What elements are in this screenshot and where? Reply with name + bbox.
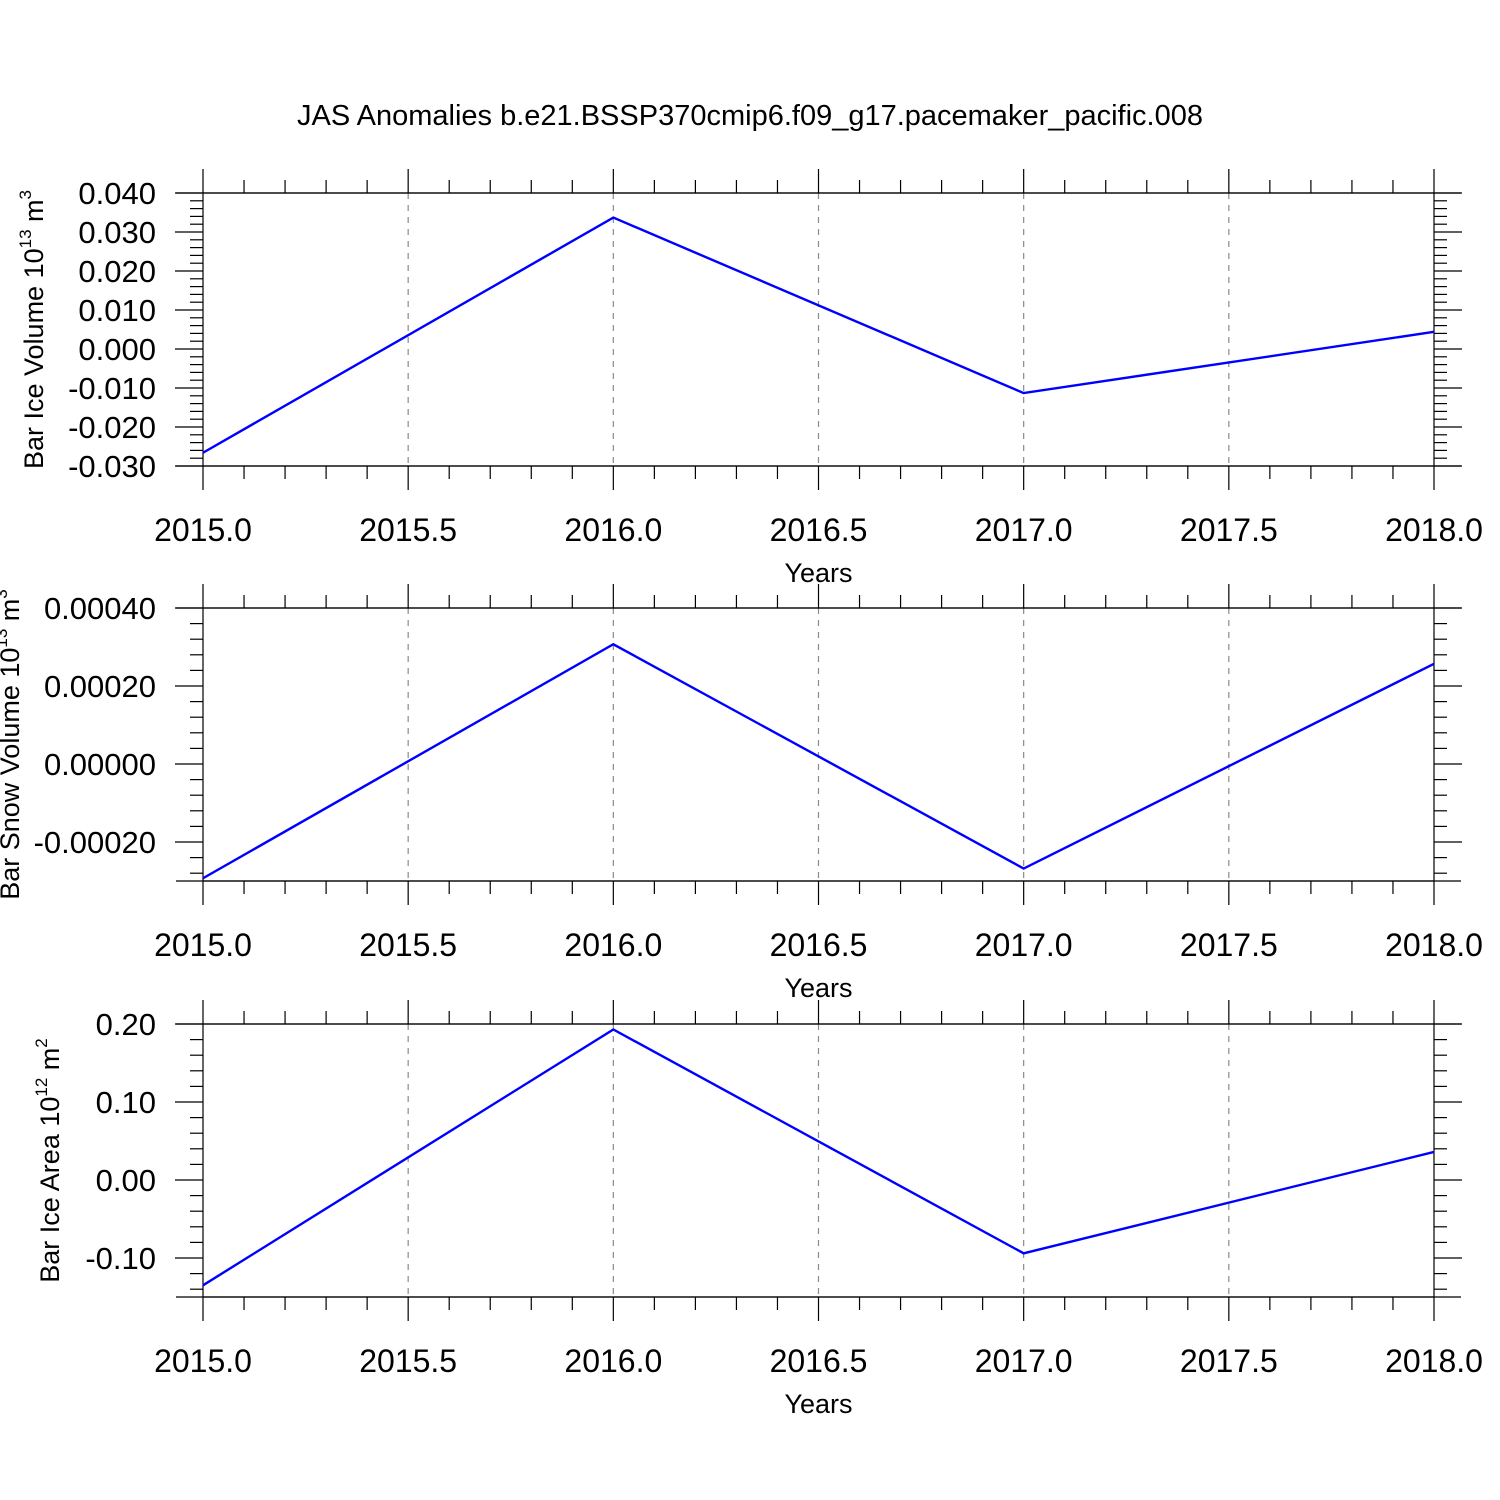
x-tick-label: 2015.0 [154,512,252,548]
y-tick-label: 0.00040 [44,591,156,626]
series-line [202,216,1435,454]
y-tick-label: 0.10 [96,1085,156,1120]
y-tick-label: -0.00020 [34,825,156,860]
x-tick-label: 2015.0 [154,927,252,963]
x-tick-label: 2016.0 [564,512,662,548]
y-axis-title: Bar Ice Area 1012 m2 [32,1038,65,1283]
x-tick-label: 2016.5 [770,512,868,548]
y-tick-label: 0.000 [78,332,156,367]
y-axis-title: Bar Ice Volume 1013 m3 [16,190,49,469]
series-line [202,1028,1435,1287]
y-tick-label: 0.010 [78,293,156,328]
x-tick-label: 2016.0 [564,927,662,963]
x-tick-label: 2017.5 [1180,1343,1278,1379]
y-tick-label: -0.030 [68,449,156,484]
series-line [202,642,1435,880]
y-tick-label: 0.20 [96,1007,156,1042]
y-tick-label: -0.020 [68,410,156,445]
y-tick-label: 0.00020 [44,669,156,704]
figure-title: JAS Anomalies b.e21.BSSP370cmip6.f09_g17… [296,100,1203,132]
y-tick-label: 0.020 [78,254,156,289]
x-tick-label: 2015.5 [359,1343,457,1379]
y-axis-title: Bar Snow Volume 1013 m3 [0,589,25,900]
x-axis-title: Years [784,558,852,588]
x-tick-label: 2018.0 [1385,512,1483,548]
panel-snow-volume: 2015.0 2015.5 2016.0 2016.5 2017.0 2017.5 2018… [0,584,1483,1003]
x-axis-title: Years [784,1389,852,1419]
x-tick-label: 2017.5 [1180,927,1278,963]
x-tick-label: 2016.5 [770,927,868,963]
x-tick-label: 2017.0 [975,1343,1073,1379]
x-tick-label: 2015.0 [154,1343,252,1379]
x-tick-label: 2017.0 [975,512,1073,548]
panel-ice-area: 2015.0 2015.5 2016.0 2016.5 2017.0 2017.5 2018… [32,1000,1483,1419]
x-tick-label: 2015.5 [359,512,457,548]
x-axis-title: Years [784,973,852,1003]
panel-ice-volume: 2015.0 2015.5 2016.0 2016.5 2017.0 2017.5 2018… [16,169,1483,588]
y-tick-label: 0.030 [78,215,156,250]
y-tick-label: -0.010 [68,371,156,406]
x-tick-label: 2018.0 [1385,927,1483,963]
x-tick-label: 2017.0 [975,927,1073,963]
y-tick-label: 0.00 [96,1163,156,1198]
x-tick-label: 2016.5 [770,1343,868,1379]
y-tick-label: -0.10 [85,1241,156,1276]
y-tick-label: 0.00000 [44,747,156,782]
x-tick-label: 2017.5 [1180,512,1278,548]
x-tick-label: 2016.0 [564,1343,662,1379]
x-tick-label: 2015.5 [359,927,457,963]
x-tick-label: 2018.0 [1385,1343,1483,1379]
y-tick-label: 0.040 [78,176,156,211]
